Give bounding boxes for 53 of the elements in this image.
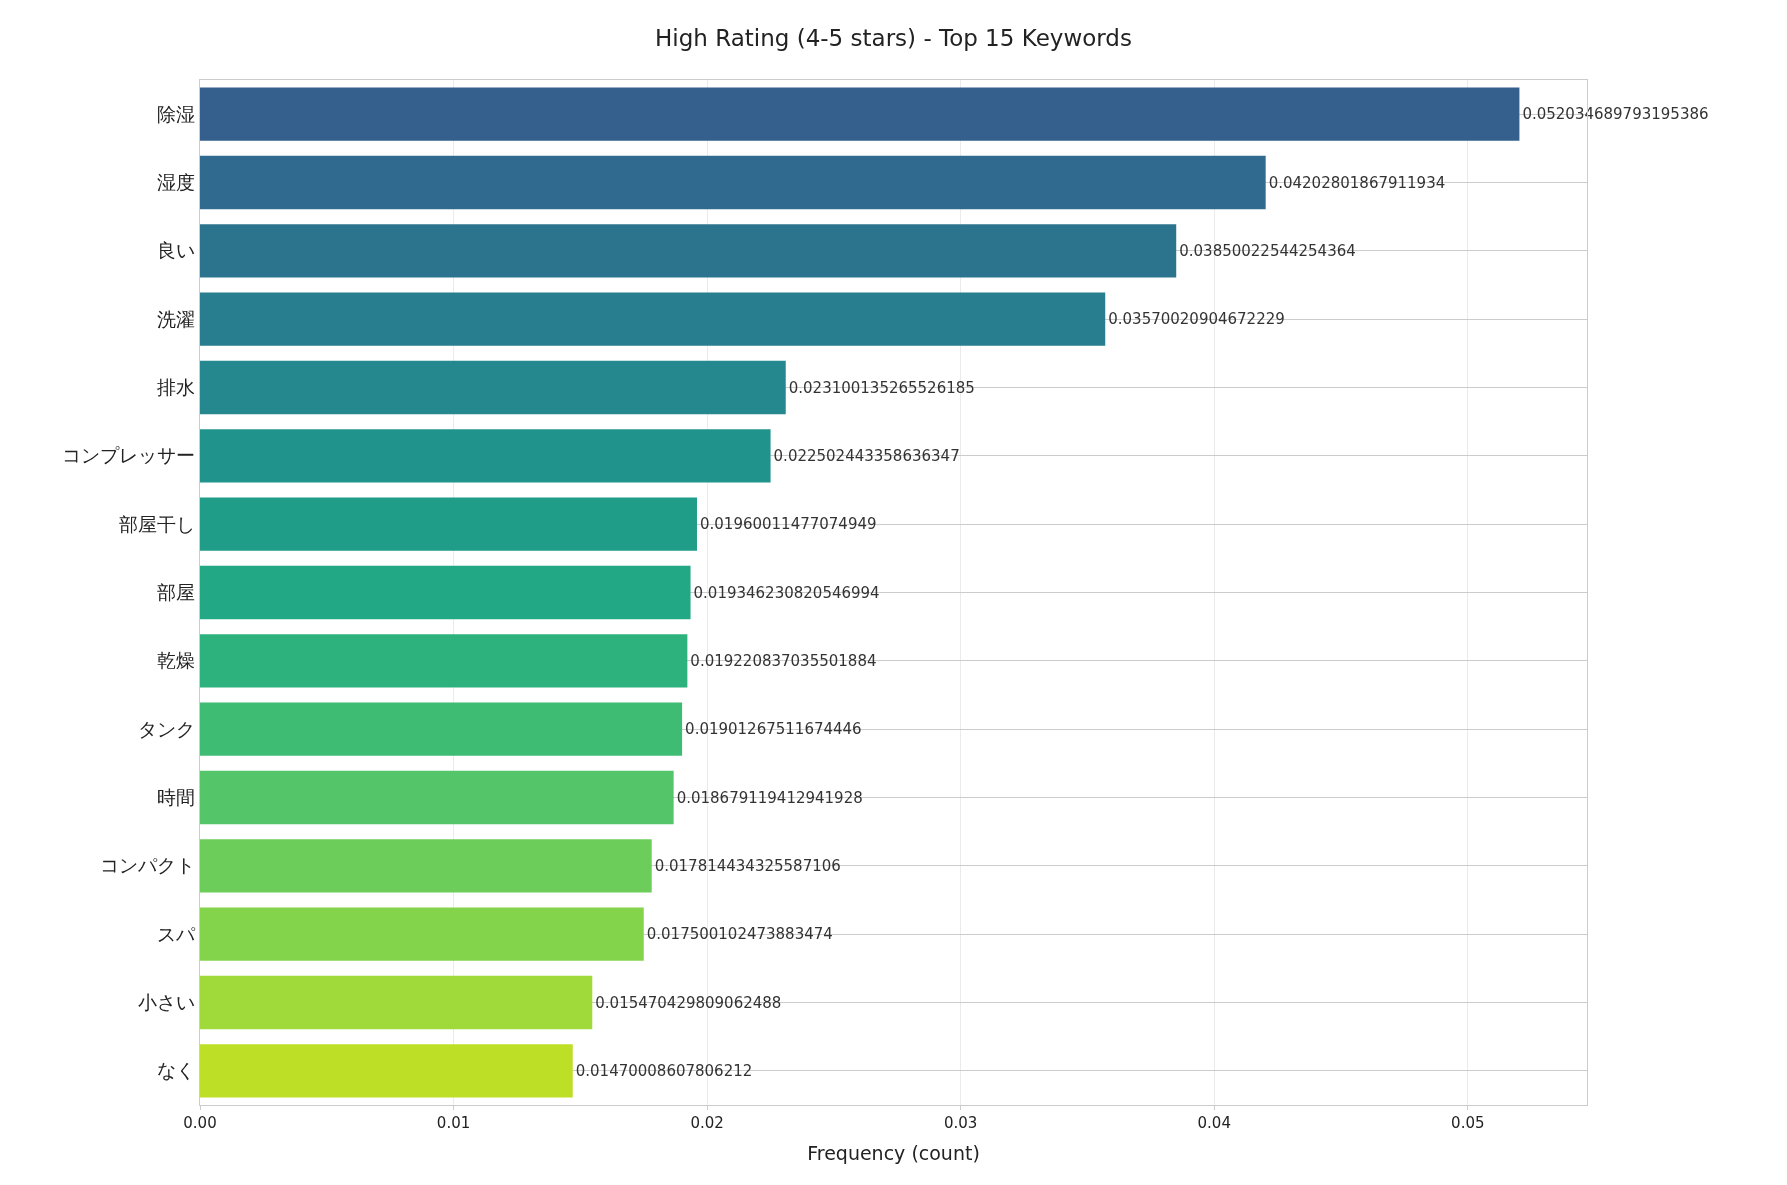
y-tick-label: コンパクト [100, 854, 196, 877]
y-tick-label: スパ [157, 922, 197, 945]
bar [200, 907, 644, 961]
bar [200, 770, 674, 825]
x-tick-label: 0.01 [436, 1114, 471, 1132]
y-tick-label: 除湿 [157, 102, 196, 125]
bar [200, 702, 683, 756]
data-label: 0.015470429809062488 [595, 993, 782, 1012]
bar [200, 429, 771, 483]
bar [200, 839, 652, 893]
data-label: 0.03850022544254364 [1179, 241, 1356, 260]
y-tick-label: 排水 [157, 376, 196, 399]
data-label: 0.01901267511674446 [685, 720, 862, 739]
bar [200, 565, 691, 620]
x-tick-label: 0.00 [183, 1114, 217, 1132]
data-label: 0.022502443358636347 [773, 446, 960, 465]
y-tick-label: 洗濯 [157, 307, 196, 330]
bar [200, 292, 1106, 346]
bar [200, 1044, 573, 1098]
y-tick-label: タンク [138, 717, 196, 740]
x-tick-label: 0.02 [690, 1114, 724, 1132]
bar [200, 224, 1177, 278]
bar [200, 87, 1520, 141]
x-axis-title: Frequency (count) [807, 1141, 980, 1164]
y-tick-label: 小さい [138, 991, 196, 1014]
data-label: 0.01470008607806212 [575, 1061, 753, 1080]
data-label: 0.017500102473883474 [646, 925, 833, 944]
data-label: 0.01960011477074949 [699, 515, 877, 534]
bar [200, 975, 593, 1030]
bar [200, 634, 688, 688]
chart-title: High Rating (4-5 stars) - Top 15 Keywords [655, 24, 1132, 51]
bar [200, 360, 786, 415]
y-tick-label: 良い [157, 239, 196, 262]
x-tick-label: 0.03 [943, 1114, 978, 1132]
y-tick-label: 部屋 [157, 581, 196, 604]
data-label: 0.052034689793195386 [1522, 105, 1709, 124]
y-tick-label: 部屋干し [119, 512, 196, 535]
bar [200, 497, 697, 551]
data-label: 0.017814434325587106 [654, 856, 841, 875]
data-label: 0.019346230820546994 [693, 583, 880, 602]
y-tick-label: なく [157, 1059, 196, 1082]
x-tick-label: 0.04 [1197, 1114, 1231, 1132]
x-tick-label: 0.05 [1451, 1114, 1485, 1132]
y-tick-label: 乾燥 [157, 649, 196, 672]
bar [200, 155, 1266, 210]
data-label: 0.019220837035501884 [690, 651, 877, 670]
y-tick-label: コンプレッサー [62, 444, 196, 467]
data-label: 0.03570020904672229 [1108, 310, 1285, 329]
data-label: 0.018679119412941928 [676, 788, 863, 807]
data-label: 0.04202801867911934 [1268, 173, 1446, 192]
y-tick-label: 湿度 [157, 171, 196, 194]
y-tick-label: 時間 [157, 786, 196, 809]
data-label: 0.023100135265526185 [788, 378, 975, 397]
